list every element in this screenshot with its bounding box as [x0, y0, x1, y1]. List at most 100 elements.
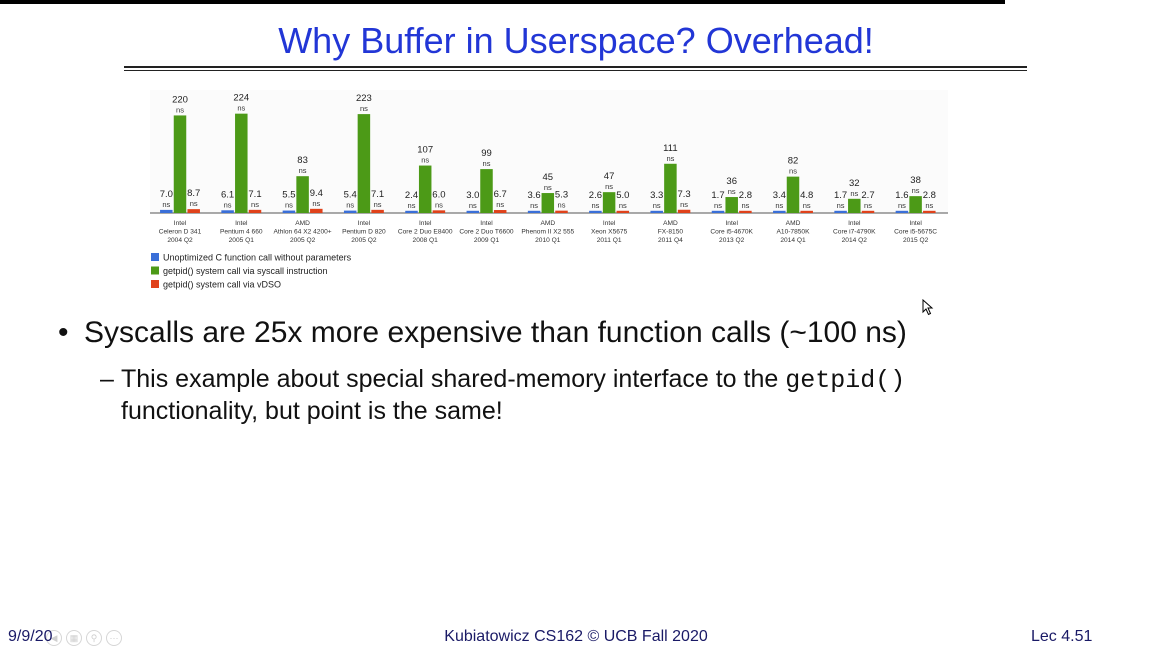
- bar-unit-label: ns: [346, 201, 354, 210]
- category-label: FX-8150: [658, 229, 684, 236]
- bar-unit-label: ns: [803, 201, 811, 210]
- bar-unit-label: ns: [530, 201, 538, 210]
- bar-value-label: 2.8: [739, 190, 752, 201]
- bar-value-label: 47: [604, 171, 615, 182]
- top-border-bar: [0, 0, 1005, 4]
- bar: [432, 210, 446, 213]
- bar-value-label: 99: [481, 148, 492, 159]
- category-label: 2014 Q2: [842, 237, 868, 244]
- getpid-code: getpid(): [785, 366, 906, 395]
- bar: [310, 208, 323, 213]
- bar-value-label: 7.3: [677, 189, 690, 200]
- bar-unit-label: ns: [435, 200, 443, 209]
- bar-unit-label: ns: [544, 183, 552, 192]
- category-label: Intel: [480, 220, 493, 227]
- category-label: AMD: [295, 220, 310, 227]
- bar-unit-label: ns: [789, 167, 797, 176]
- bar: [235, 113, 248, 213]
- bar-value-label: 4.8: [800, 190, 813, 201]
- category-label: Intel: [235, 220, 248, 227]
- bar-value-label: 3.0: [466, 190, 479, 201]
- slideshow-controls[interactable]: ◀ ▦ ⚲ ⋯: [46, 630, 122, 646]
- bar-value-label: 32: [849, 178, 860, 189]
- bar-value-label: 2.4: [405, 190, 418, 201]
- bar-value-label: 3.3: [650, 190, 663, 201]
- bar-value-label: 3.4: [773, 190, 786, 201]
- title-rule: [124, 66, 1027, 68]
- bar-unit-label: ns: [360, 104, 368, 113]
- bar-unit-label: ns: [299, 166, 307, 175]
- bar-value-label: 5.5: [282, 190, 295, 201]
- bar: [187, 209, 200, 213]
- bar: [602, 192, 616, 213]
- bar-unit-label: ns: [483, 159, 491, 168]
- category-label: 2005 Q2: [290, 237, 316, 244]
- category-label: A10-7850K: [777, 229, 811, 236]
- bar: [466, 210, 480, 213]
- bar-unit-label: ns: [237, 104, 245, 113]
- bar-unit-label: ns: [925, 201, 933, 210]
- bar: [909, 196, 922, 213]
- bar-value-label: 1.7: [834, 190, 847, 201]
- bar-value-label: 3.6: [527, 190, 540, 201]
- prev-slide-icon[interactable]: ◀: [46, 630, 62, 646]
- category-label: AMD: [663, 220, 678, 227]
- bar-value-label: 7.0: [160, 189, 173, 200]
- more-options-icon[interactable]: ⋯: [106, 630, 122, 646]
- legend-swatch: [151, 266, 159, 275]
- bar-unit-label: ns: [666, 154, 674, 163]
- legend-label: getpid() system call via syscall instruc…: [163, 266, 328, 276]
- legend-label: Unoptimized C function call without para…: [163, 253, 352, 263]
- footer-date: 9/9/20: [8, 628, 53, 645]
- category-label: AMD: [540, 220, 555, 227]
- sub-bullet-text-part1: This example about special shared-memory…: [121, 365, 786, 393]
- bar: [739, 210, 752, 213]
- bar-value-label: 45: [543, 172, 554, 183]
- slides-grid-icon[interactable]: ▦: [66, 630, 82, 646]
- zoom-icon[interactable]: ⚲: [86, 630, 102, 646]
- bar-unit-label: ns: [775, 201, 783, 210]
- bar-unit-label: ns: [619, 201, 627, 210]
- legend-swatch: [151, 253, 159, 261]
- bar-unit-label: ns: [714, 201, 722, 210]
- bar: [895, 210, 909, 213]
- category-label: 2014 Q1: [780, 237, 806, 244]
- bar-unit-label: ns: [728, 187, 736, 196]
- bar-value-label: 224: [233, 93, 249, 104]
- bar-unit-label: ns: [864, 201, 872, 210]
- legend-swatch: [151, 280, 159, 288]
- bar-value-label: 2.8: [923, 190, 936, 201]
- bar: [848, 198, 861, 213]
- bar-value-label: 9.4: [310, 188, 323, 199]
- category-label: 2011 Q1: [597, 237, 622, 244]
- bar-value-label: 5.3: [555, 190, 568, 201]
- category-label: Pentium D 820: [342, 229, 386, 236]
- sub-bullet-text-part2: functionality, but point is the same!: [121, 397, 503, 425]
- bar: [861, 210, 875, 213]
- category-label: Core i5-4670K: [710, 229, 753, 236]
- category-label: 2009 Q1: [474, 237, 500, 244]
- category-label: Intel: [358, 220, 371, 227]
- category-label: Intel: [848, 220, 861, 227]
- bar-value-label: 36: [726, 176, 737, 187]
- category-label: 2011 Q4: [658, 237, 683, 244]
- bar-value-label: 5.0: [616, 190, 629, 201]
- bar-unit-label: ns: [469, 201, 477, 210]
- bar-value-label: 83: [297, 155, 308, 166]
- bar: [786, 176, 800, 213]
- category-label: Core 2 Duo T6600: [459, 229, 513, 236]
- category-label: Core i7-4790K: [833, 229, 876, 236]
- bar: [160, 209, 173, 213]
- bar: [589, 210, 602, 213]
- category-label: Athlon 64 X2 4200+: [274, 229, 332, 236]
- category-label: 2010 Q1: [535, 237, 561, 244]
- bar-value-label: 2.7: [861, 190, 874, 201]
- bar-value-label: 6.7: [494, 189, 507, 200]
- category-label: Core i5-5675C: [894, 229, 937, 236]
- bar: [282, 210, 296, 213]
- category-label: Intel: [603, 220, 616, 227]
- plot-area: [150, 90, 948, 213]
- sub-bullet-text: This example about special shared-memory…: [121, 364, 1026, 427]
- bar-value-label: 7.1: [248, 189, 261, 200]
